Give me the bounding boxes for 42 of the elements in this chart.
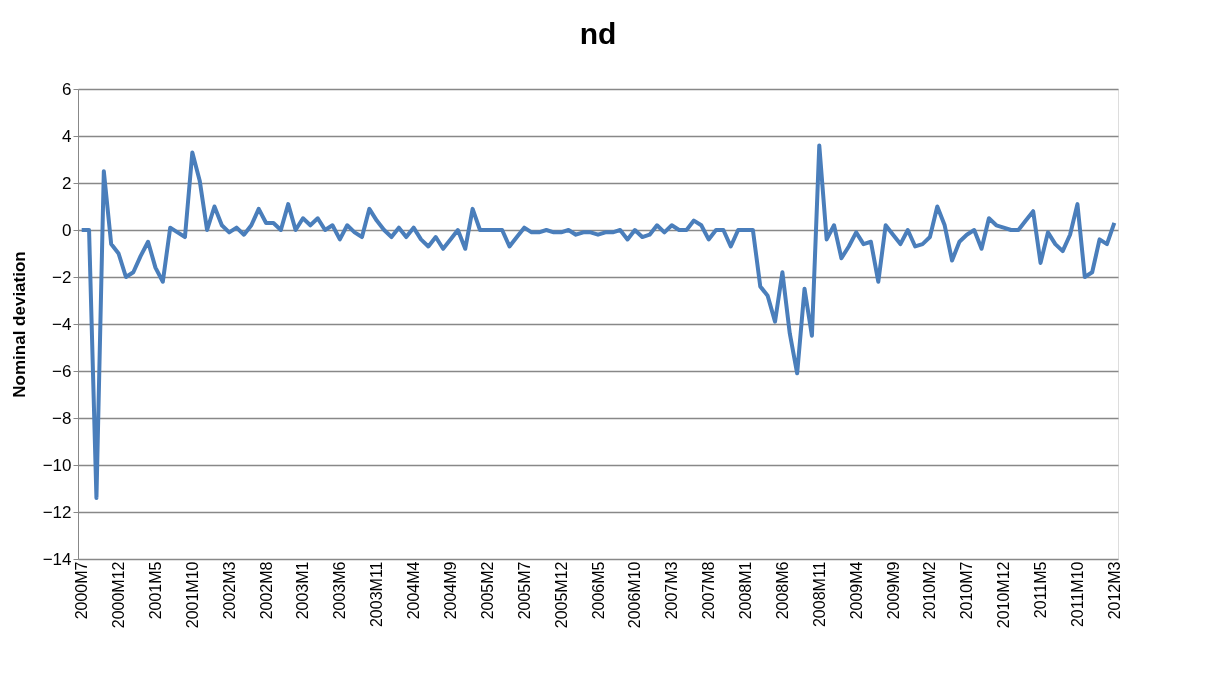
y-tick-label: 0 (62, 220, 72, 240)
x-tick-label: 2005M12 (552, 561, 570, 629)
x-tick-label: 2003M6 (331, 561, 349, 620)
chart-title: nd (579, 17, 617, 50)
x-tick-label: 2012M3 (1105, 561, 1123, 620)
x-tick-label: 2007M3 (663, 561, 681, 620)
y-tick-label: −8 (52, 408, 72, 428)
x-tick-label: 2003M1 (294, 561, 312, 620)
x-tick-label: 2011M10 (1068, 561, 1086, 628)
y-tick-label: 4 (62, 126, 72, 146)
x-tick-label: 2000M7 (73, 561, 91, 620)
x-tick-label: 2000M12 (110, 561, 128, 629)
x-tick-label: 2002M3 (220, 561, 238, 620)
x-tick-label: 2005M7 (515, 561, 533, 620)
x-tick-label: 2001M5 (146, 561, 164, 620)
y-tick-label: 2 (62, 173, 72, 193)
y-tick-label: −4 (52, 314, 72, 334)
x-tick-label: 2003M11 (368, 561, 386, 628)
x-tick-label: 2004M9 (441, 561, 459, 620)
y-tick-label: −10 (42, 455, 72, 475)
x-tick-label: 2009M4 (847, 561, 865, 620)
y-tick-label: −6 (52, 361, 72, 381)
x-tick-label: 2009M9 (884, 561, 902, 620)
x-tick-label: 2001M10 (183, 561, 201, 629)
x-tick-label: 2008M6 (773, 561, 791, 620)
y-tick-label: −14 (42, 549, 72, 569)
x-tick-label: 2006M5 (589, 561, 607, 620)
x-tick-label: 2011M5 (1032, 561, 1050, 619)
x-tick-label: 2008M11 (810, 561, 828, 628)
x-tick-label: 2007M8 (700, 561, 718, 620)
y-axis-title: Nominal deviation (9, 251, 29, 398)
y-tick-label: 6 (62, 79, 72, 99)
x-tick-label: 2010M2 (921, 561, 939, 620)
x-tick-label: 2010M12 (995, 561, 1013, 629)
x-tick-label: 2005M2 (478, 561, 496, 620)
x-tick-label: 2010M7 (958, 561, 976, 620)
x-tick-label: 2002M8 (257, 561, 275, 620)
y-tick-label: −12 (42, 502, 72, 522)
x-tick-label: 2008M1 (737, 561, 755, 620)
x-tick-label: 2006M10 (626, 561, 644, 629)
x-tick-label: 2004M4 (405, 561, 423, 620)
y-tick-label: −2 (52, 267, 72, 287)
